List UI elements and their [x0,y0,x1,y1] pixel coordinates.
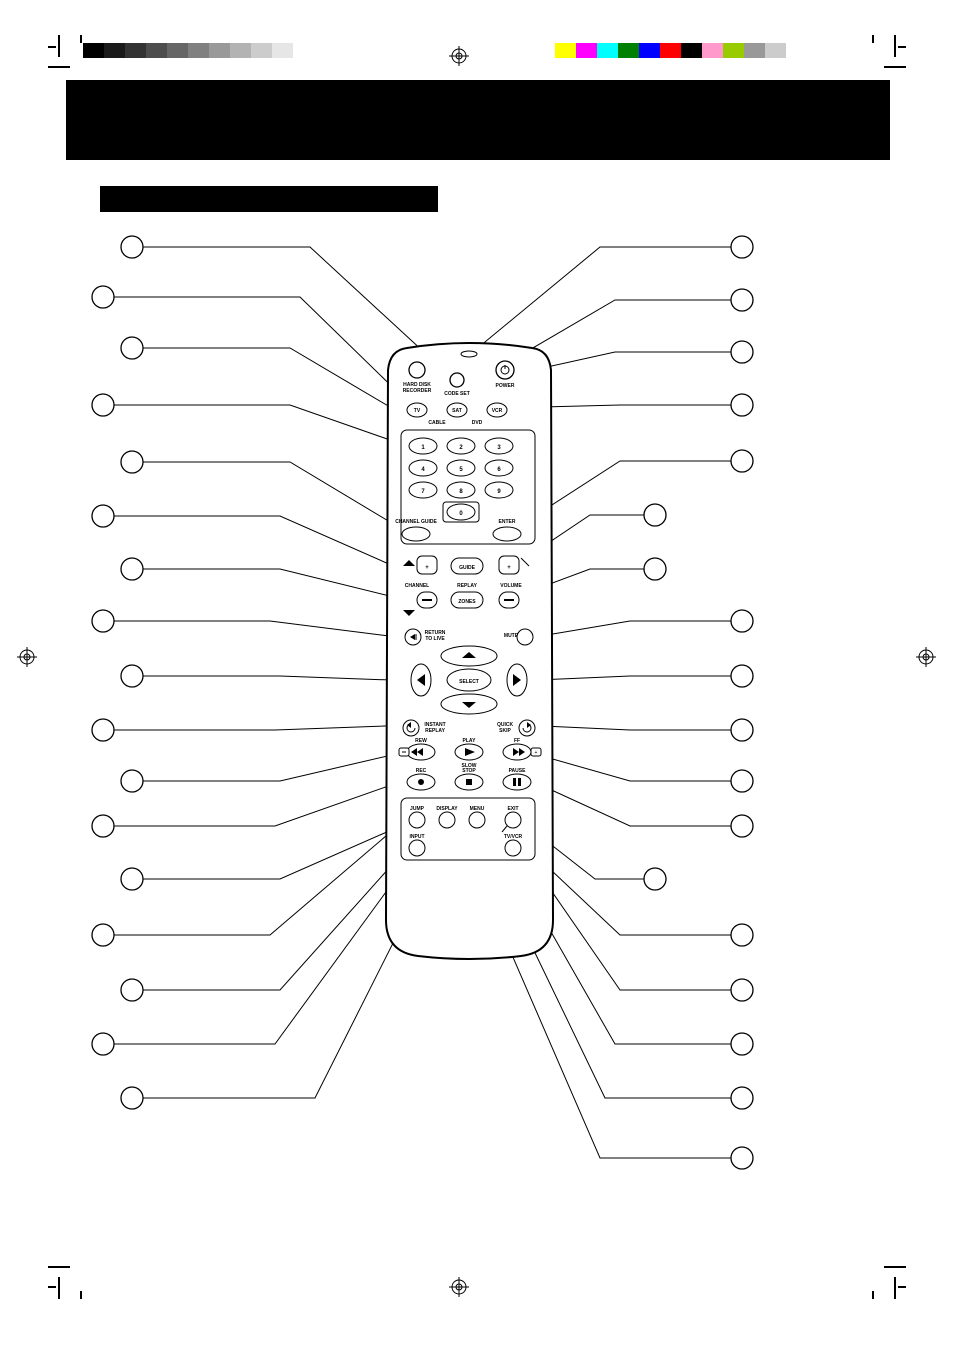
label-pause: PAUSE [509,768,527,774]
callout-circle [121,236,143,258]
label-display: DISPLAY [436,806,458,812]
label-power: POWER [496,383,515,389]
label-menu: MENU [470,806,485,812]
callout-circle [121,979,143,1001]
label-volume: VOLUME [500,583,522,589]
callout-circle [731,815,753,837]
crop-mark-bl [48,1255,92,1299]
callout-circle [731,1033,753,1055]
label-hard-disk-recorder-2: RECORDER [403,388,432,394]
callout-circle [731,665,753,687]
cmyk-color-bar [555,43,786,58]
svg-text:+: + [507,565,511,571]
registration-mark [449,1277,469,1297]
registration-mark [449,46,469,66]
label-stop: STOP [462,768,476,774]
label-sat: SAT [452,408,462,414]
callout-circle [121,558,143,580]
label-zones: ZONES [458,599,476,605]
crop-mark-br [862,1255,906,1299]
label-dvd: DVD [472,420,483,426]
label-guide: GUIDE [459,565,476,571]
callout-circle [731,394,753,416]
callout-circle [92,286,114,308]
label-jump: JUMP [410,806,425,812]
label-tv-vcr: TV/VCR [504,834,523,840]
callout-circle [121,770,143,792]
label-rew: REW [415,738,427,744]
label-cable: CABLE [428,420,446,426]
callout-circle [92,1033,114,1055]
callout-circle [731,341,753,363]
label-play: PLAY [463,738,477,744]
callout-circle [731,770,753,792]
callout-circle [731,924,753,946]
callout-circle [121,868,143,890]
label-mute: MUTE [504,633,519,639]
remote-control-diagram: HARD DISK RECORDER CODE SET POWER TV SAT… [383,340,556,962]
svg-text:+: + [535,750,538,756]
label-select: SELECT [459,679,479,685]
callout-circle [731,610,753,632]
label-enter: ENTER [499,519,516,525]
callout-circle [121,451,143,473]
callout-circle [731,1087,753,1109]
callout-circle [92,394,114,416]
label-exit: EXIT [507,806,518,812]
header-band [66,80,890,160]
callout-circle [121,665,143,687]
label-instant-replay-2: REPLAY [425,728,445,734]
callout-circle [731,979,753,1001]
callout-circle [92,505,114,527]
section-title-box [100,186,438,212]
label-return-to-live-2: TO LIVE [425,636,445,642]
label-rec: REC [416,768,427,774]
grayscale-color-bar [83,43,314,58]
crop-mark-tr [862,35,906,79]
label-tv: TV [414,408,421,414]
callout-circle [644,558,666,580]
label-input: INPUT [410,834,425,840]
callout-circle [731,289,753,311]
callout-circle [121,1087,143,1109]
registration-mark [17,647,37,667]
callout-circle [731,450,753,472]
registration-mark [916,647,936,667]
label-ff: FF [514,738,520,744]
callout-circle [731,1147,753,1169]
label-channel-guide: CHANNEL GUIDE [395,519,437,525]
callout-circle [121,337,143,359]
callout-circle [644,868,666,890]
label-replay: REPLAY [457,583,477,589]
label-code-set: CODE SET [444,391,470,397]
label-channel: CHANNEL [405,583,429,589]
callout-circle [92,719,114,741]
callout-circle [731,719,753,741]
callout-circle [644,504,666,526]
label-vcr: VCR [492,408,503,414]
callout-circle [92,610,114,632]
callout-circle [92,924,114,946]
callout-circle [92,815,114,837]
label-quick-skip-2: SKIP [499,728,511,734]
svg-text:+: + [425,565,429,571]
callout-circle [731,236,753,258]
